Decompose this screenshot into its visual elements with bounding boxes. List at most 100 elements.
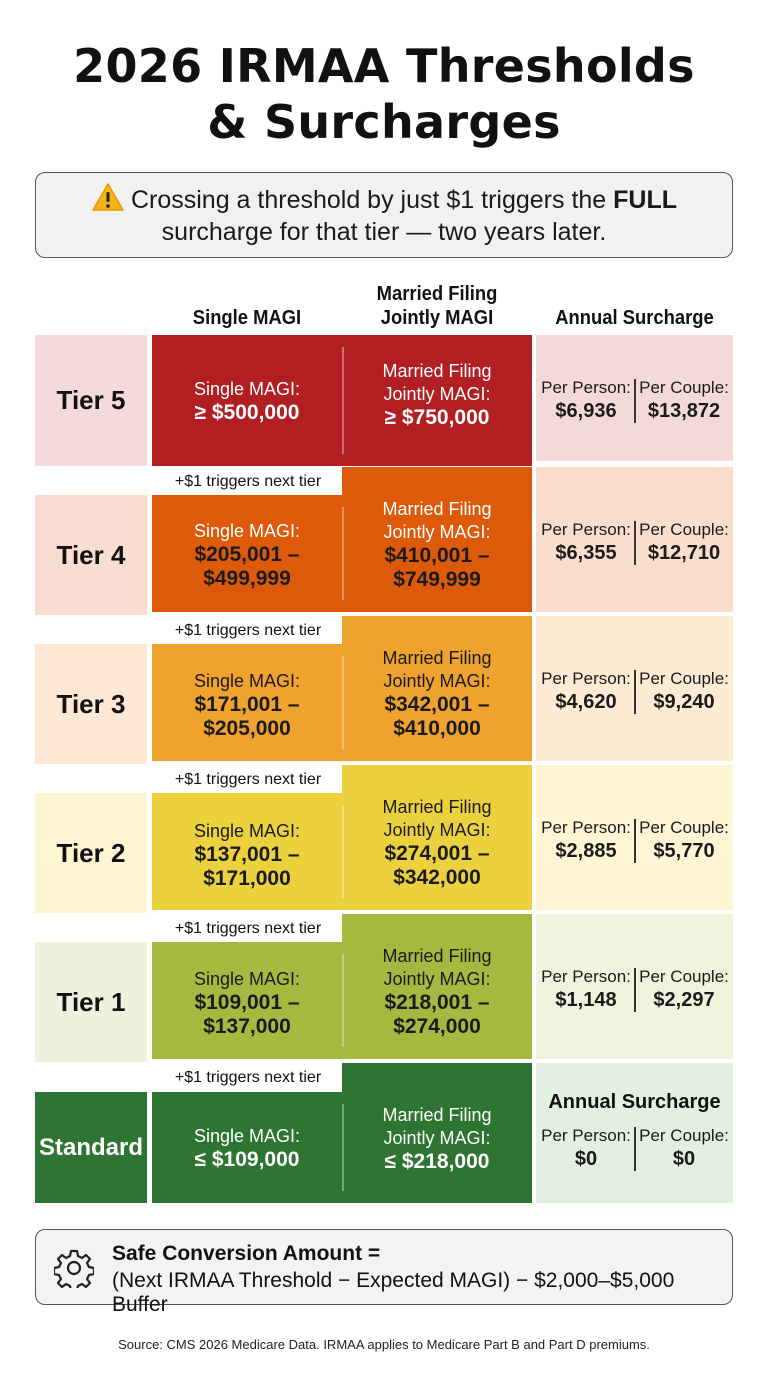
per-couple: Per Couple: $9,240 [638,668,730,714]
per-person-label: Per Person: [541,520,631,539]
per-person-label: Per Person: [541,967,631,986]
tier-4-band-extension [342,467,532,497]
tier-4-label: Tier 4 [35,495,147,615]
column-header-married-line-2: Jointly MAGI [380,307,494,329]
standard-band [152,1092,532,1203]
tier-2-band [152,793,532,910]
trigger-note: +$1 triggers next tier [152,469,344,495]
per-couple-value: $13,872 [647,400,721,422]
per-couple-value: $12,710 [647,542,721,564]
trigger-note: +$1 triggers next tier [152,618,344,644]
tier-1-band [152,942,532,1059]
married-value-line-2: $749,999 [393,568,481,591]
married-label-line-2: Jointly MAGI: [383,671,491,691]
single-value-line-2: $499,999 [203,567,291,590]
surcharge-divider [634,1127,636,1171]
single-value: ≥ $500,000 [194,401,300,424]
single-label: Single MAGI: [193,671,301,691]
tier-5-married: Married Filing Jointly MAGI: ≥ $750,000 [342,360,532,430]
per-person-value: $2,885 [555,840,617,862]
single-value-line-1: $109,001 – [194,991,300,1014]
tier-2-band-extension [342,765,532,795]
tier-5-label: Tier 5 [35,335,147,466]
per-person-label: Per Person: [541,378,631,397]
per-person: Per Person: $1,148 [540,966,632,1012]
per-couple: Per Couple: $13,872 [638,377,730,423]
title-line-2: & Surcharges [207,95,561,149]
column-header-surcharge: Annual Surcharge [555,307,714,329]
tier-3-band [152,644,532,761]
single-label: Single MAGI: [193,1126,301,1146]
band-divider [342,507,344,600]
tier-4-surcharge: Per Person: $6,355 Per Couple: $12,710 [536,467,733,612]
single-label: Single MAGI: [193,521,301,541]
tier-1-married: Married Filing Jointly MAGI: $218,001 – … [342,945,532,1039]
surcharge-divider [634,521,636,565]
warning-text-bold: FULL [613,186,678,214]
standard-band-extension [342,1063,532,1094]
per-person-label: Per Person: [541,818,631,837]
standard-single: Single MAGI: ≤ $109,000 [152,1125,342,1172]
surcharge-divider [634,379,636,423]
married-value-line-1: $410,001 – [384,544,490,567]
per-couple-value: $2,297 [653,989,715,1011]
tier-1-surcharge: Per Person: $1,148 Per Couple: $2,297 [536,914,733,1059]
trigger-note: +$1 triggers next tier [152,1065,344,1091]
tier-3-married: Married Filing Jointly MAGI: $342,001 – … [342,647,532,741]
married-label-line-1: Married Filing [382,499,492,519]
tier-3-surcharge: Per Person: $4,620 Per Couple: $9,240 [536,616,733,761]
tier-4-married: Married Filing Jointly MAGI: $410,001 – … [342,498,532,592]
title-line-1: 2026 IRMAA Thresholds [73,39,695,93]
tier-5-band [152,335,532,466]
per-couple-label: Per Couple: [639,669,729,688]
per-couple-label: Per Couple: [639,967,729,986]
band-divider [342,656,344,749]
per-person-value: $1,148 [555,989,617,1011]
standard-surcharge-heading: Annual Surcharge [548,1091,721,1113]
band-divider [342,954,344,1047]
per-couple: Per Couple: $0 [638,1125,730,1171]
source-note: Source: CMS 2026 Medicare Data. IRMAA ap… [118,1337,650,1352]
married-label-line-2: Jointly MAGI: [383,384,491,404]
tier-2-label: Tier 2 [35,793,147,913]
per-couple-value: $9,240 [653,691,715,713]
married-value-line-1: $218,001 – [384,991,490,1014]
tier-3-label: Tier 3 [35,644,147,764]
tier-5-single: Single MAGI: ≥ $500,000 [152,378,342,425]
per-couple: Per Couple: $2,297 [638,966,730,1012]
surcharge-divider [634,670,636,714]
band-divider [342,347,344,454]
warning-callout: Crossing a threshold by just $1 triggers… [35,172,733,258]
married-label-line-2: Jointly MAGI: [383,969,491,989]
married-value: ≤ $218,000 [384,1150,490,1173]
per-person-value: $6,936 [555,400,617,422]
married-value-line-1: $274,001 – [384,842,490,865]
column-header-single: Single MAGI [192,307,302,329]
single-label: Single MAGI: [193,379,301,399]
single-value-line-1: $137,001 – [194,843,300,866]
married-label-line-2: Jointly MAGI: [383,522,491,542]
per-person: Per Person: $0 [540,1125,632,1171]
formula-title: Safe Conversion Amount = [112,1242,381,1265]
per-couple-value: $0 [672,1148,696,1170]
page-title: 2026 IRMAA Thresholds & Surcharges [0,38,768,150]
warning-text-before: Crossing a threshold by just $1 triggers… [130,186,614,214]
married-label-line-1: Married Filing [382,361,492,381]
married-label-line-1: Married Filing [382,1105,492,1125]
married-label-line-1: Married Filing [382,797,492,817]
per-person-label: Per Person: [541,1126,631,1145]
formula-body: (Next IRMAA Threshold − Expected MAGI) −… [112,1269,675,1316]
per-person-value: $0 [574,1148,598,1170]
per-couple-label: Per Couple: [639,818,729,837]
per-couple: Per Couple: $5,770 [638,817,730,863]
single-label: Single MAGI: [193,969,301,989]
tier-1-band-extension [342,914,532,944]
gear-icon [54,1249,94,1288]
per-couple-value: $5,770 [653,840,715,862]
tier-3-single: Single MAGI: $171,001 – $205,000 [152,670,342,741]
surcharge-divider [634,819,636,863]
standard-married: Married Filing Jointly MAGI: ≤ $218,000 [342,1104,532,1174]
per-person: Per Person: $2,885 [540,817,632,863]
single-label: Single MAGI: [193,821,301,841]
per-person-value: $4,620 [555,691,617,713]
